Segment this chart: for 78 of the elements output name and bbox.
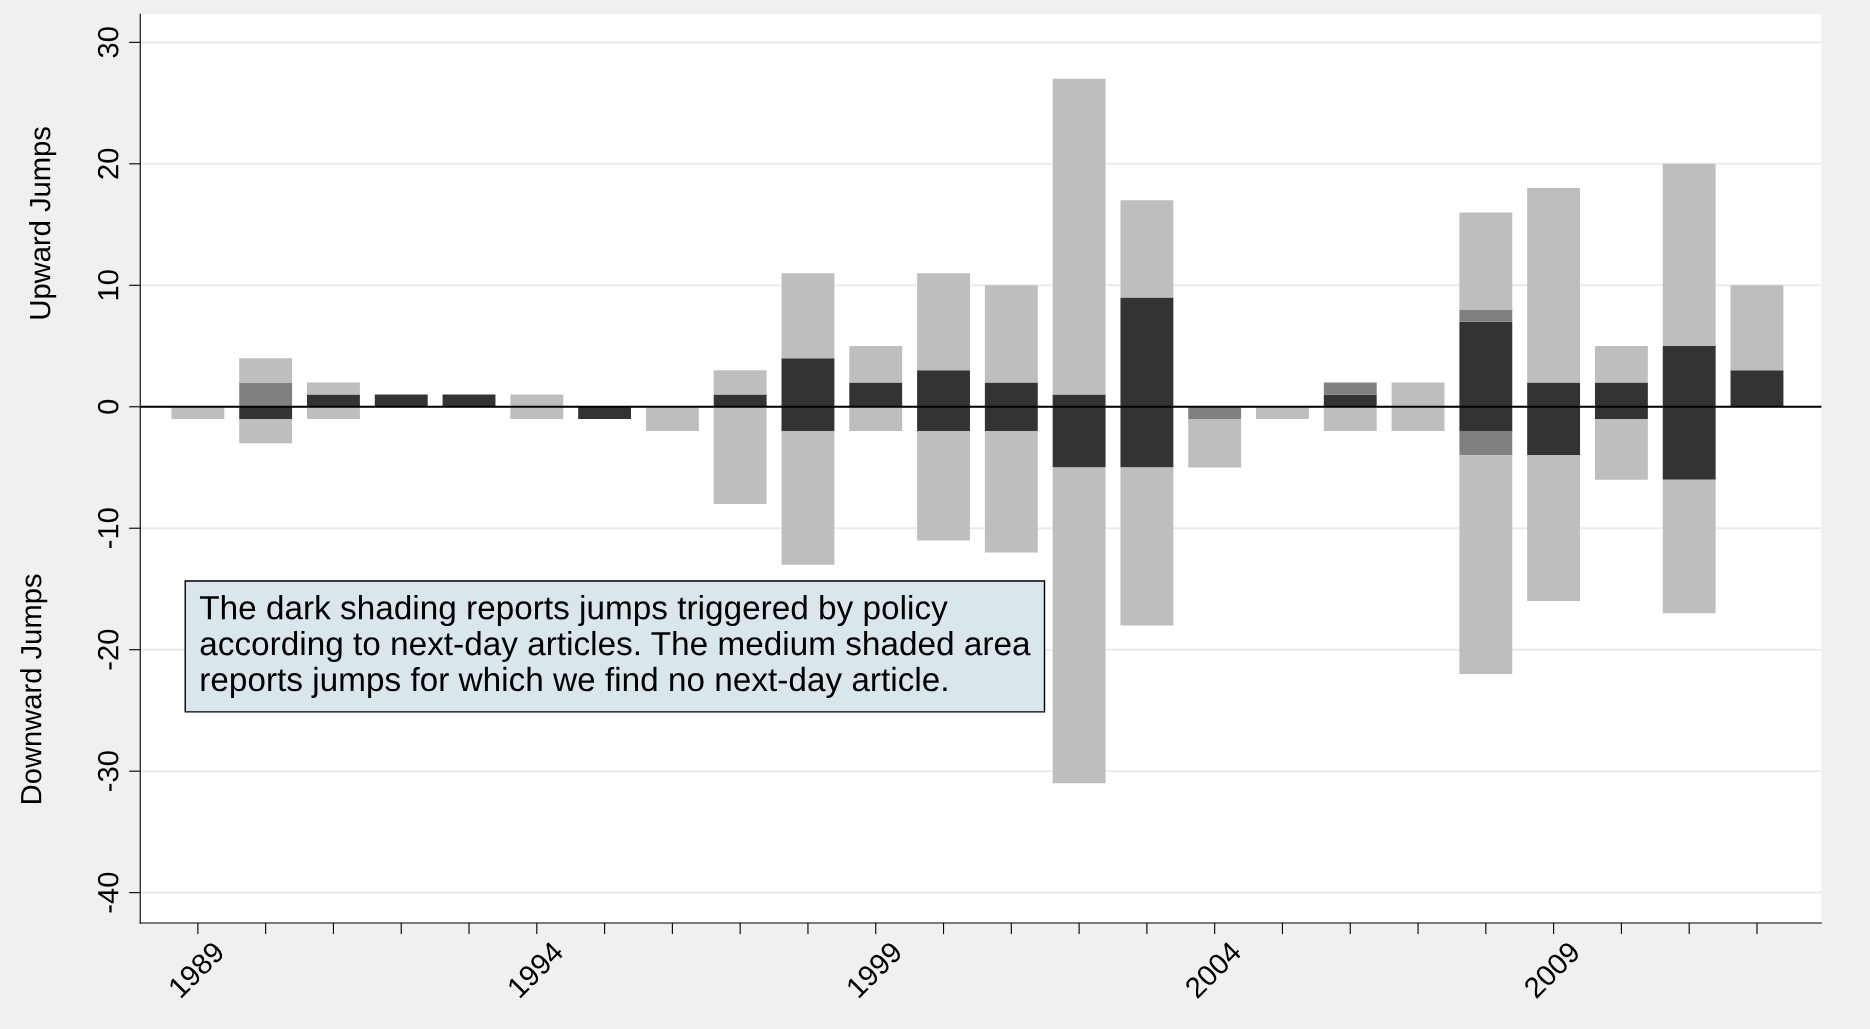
- bar: [307, 406, 360, 419]
- bar: [1662, 479, 1716, 614]
- bar: [1391, 382, 1445, 407]
- y-tick-label: 30: [97, 27, 119, 58]
- bar: [917, 273, 970, 371]
- bar: [171, 406, 225, 419]
- bar: [1527, 382, 1581, 407]
- bar: [1459, 455, 1513, 674]
- bar: [984, 406, 1038, 432]
- bar: [645, 406, 699, 432]
- bar: [510, 394, 564, 407]
- y-tick-label: -10: [97, 508, 119, 549]
- bar: [1120, 467, 1174, 626]
- bar: [1459, 321, 1513, 407]
- bar: [781, 358, 835, 407]
- bar: [1323, 406, 1377, 432]
- bar: [781, 273, 835, 359]
- bar: [984, 285, 1038, 383]
- bar: [1459, 309, 1513, 322]
- bar: [1662, 163, 1716, 347]
- bar: [307, 394, 360, 407]
- y-tick-label: 10: [97, 270, 119, 300]
- bar: [1052, 394, 1106, 407]
- y-tick-label: -40: [97, 872, 119, 913]
- bar: [374, 394, 428, 407]
- annotation: The dark shading reports jumps triggered by policy according to next-day articles. The medium shaded area reports jumps for which we find no next-day article.: [199, 595, 1031, 698]
- bar: [1323, 382, 1377, 395]
- bar: [1188, 418, 1242, 468]
- bar: [1594, 406, 1648, 419]
- bar: [239, 358, 293, 383]
- y-tick-label: -20: [97, 629, 119, 670]
- bar: [781, 431, 835, 565]
- bar: [713, 406, 767, 504]
- bar: [984, 382, 1038, 407]
- bar: [1594, 418, 1648, 480]
- text: Downward Jumps: [20, 574, 48, 803]
- bar: [1052, 467, 1106, 784]
- bar: [1052, 78, 1106, 395]
- bar: [1459, 212, 1513, 310]
- bar: [1256, 406, 1309, 419]
- bar: [1459, 431, 1513, 456]
- bar: [578, 406, 632, 419]
- y-tick-label: 0: [97, 399, 119, 414]
- bar: [1594, 346, 1648, 383]
- bar: [1662, 346, 1716, 407]
- bar: [1459, 406, 1513, 432]
- bar: [239, 406, 293, 419]
- bar: [917, 406, 970, 432]
- bar: [1662, 406, 1716, 480]
- bar: [713, 394, 767, 407]
- bar: [1120, 200, 1174, 298]
- bar: [1323, 394, 1377, 407]
- bar: [984, 431, 1038, 553]
- y-axis-title: Upward Jumps: [29, 127, 57, 319]
- bar: [1188, 406, 1242, 419]
- bar: [1120, 406, 1174, 468]
- bar: [510, 406, 564, 419]
- bar: [1527, 188, 1581, 383]
- bar: [917, 431, 970, 541]
- bar: [849, 346, 903, 383]
- bar: [917, 370, 970, 407]
- y-tick-label: 20: [97, 148, 119, 179]
- bar: [1527, 455, 1581, 602]
- bar: [849, 382, 903, 407]
- bar: [849, 406, 903, 432]
- bar: [1527, 406, 1581, 456]
- bar: [1730, 285, 1784, 371]
- bar: [239, 382, 293, 407]
- bar: [1120, 297, 1174, 407]
- bar: [1730, 370, 1784, 407]
- y-tick-label: -30: [97, 751, 119, 791]
- bar: [307, 382, 360, 395]
- bar: [1052, 406, 1106, 468]
- bar: [1391, 406, 1445, 432]
- bar: [239, 418, 293, 444]
- bar: [1594, 382, 1648, 407]
- bar: [713, 370, 767, 395]
- bar: [781, 406, 835, 432]
